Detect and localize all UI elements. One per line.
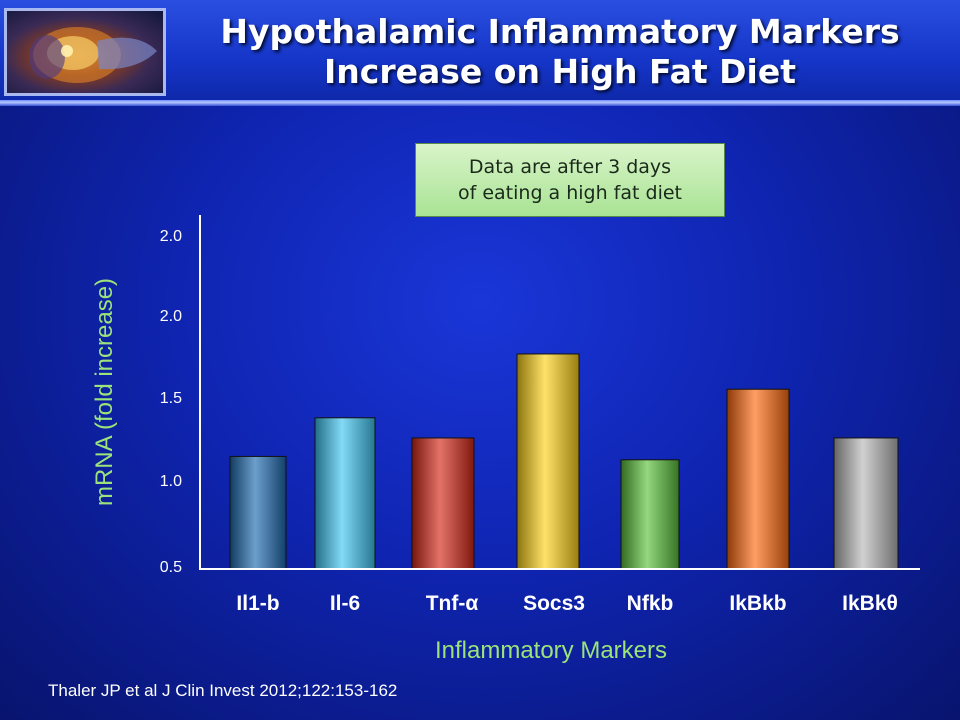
x-tick-label-ikbkb: IkBkb: [729, 592, 786, 615]
note-line-1: Data are after 3 days: [468, 156, 672, 178]
bar-il-6: [314, 417, 376, 570]
y-tick-label: 2.0: [160, 228, 182, 245]
bar-tnf: [411, 437, 475, 570]
slide-title: Hypothalamic Inflammatory Markers Increa…: [170, 12, 950, 92]
y-axis-title: mRNA (fold increase): [91, 278, 118, 506]
bar-socs3: [516, 353, 580, 570]
x-axis-title: Inflammatory Markers: [435, 637, 667, 664]
y-tick-label: 1.0: [160, 473, 182, 490]
brain-logo-image: [4, 8, 166, 96]
note-line-2: of eating a high fat diet: [457, 182, 682, 204]
y-tick-label: 1.5: [160, 390, 182, 407]
note-callout: Data are after 3 days of eating a high f…: [415, 143, 725, 217]
bar-nfkb: [620, 459, 680, 570]
x-tick-labels: Il1-b Il-6 Tnf-α Socs3 Nfkb IkBkb IkBkθ: [236, 592, 897, 615]
x-tick-label-il-6: Il-6: [330, 592, 360, 615]
slide-title-line-1: Hypothalamic Inflammatory Markers: [220, 12, 900, 51]
bars-layer: [229, 353, 899, 570]
y-tick-label: 0.5: [160, 559, 182, 576]
bar-ikbk: [833, 437, 899, 570]
x-tick-label-il1-b: Il1-b: [236, 592, 279, 615]
x-tick-label-ikbk: IkBkθ: [842, 592, 898, 615]
title-divider: [0, 100, 960, 106]
bar-ikbkb: [726, 388, 790, 570]
bar-il1-b: [229, 455, 287, 570]
x-tick-label-socs3: Socs3: [523, 592, 585, 615]
slide-title-line-2: Increase on High Fat Diet: [324, 52, 796, 91]
y-tick-labels: 0.5 1.0 1.5 2.0 2.0: [160, 228, 182, 576]
citation-text: Thaler JP et al J Clin Invest 2012;122:1…: [48, 681, 398, 700]
x-tick-label-tnf: Tnf-α: [426, 592, 479, 615]
x-tick-label-nfkb: Nfkb: [627, 592, 674, 615]
y-tick-label: 2.0: [160, 308, 182, 325]
